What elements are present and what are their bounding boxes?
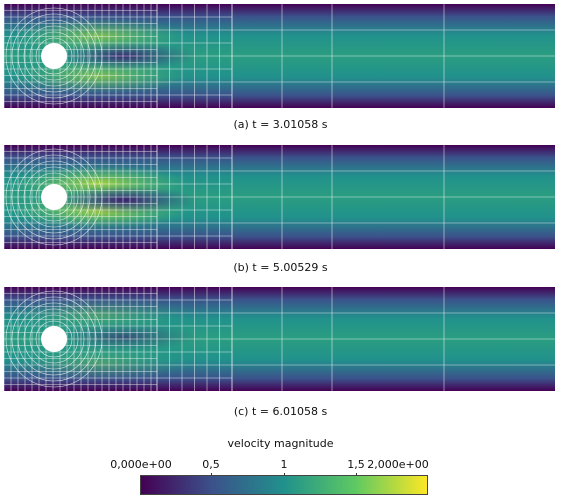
panel-caption-b: (b) t = 5.00529 s (233, 261, 328, 274)
colorbar-title: velocity magnitude (227, 437, 334, 450)
colorbar-tick-label: 2,000e+00 (367, 458, 429, 471)
colorbar-gradient (140, 475, 428, 495)
colorbar-tick-label: 0,000e+00 (110, 458, 172, 471)
velocity-field-plot-c (4, 287, 555, 391)
velocity-field-plot-a (4, 4, 555, 108)
flow-field-panel-b (4, 145, 555, 249)
flow-field-panel-a (4, 4, 555, 108)
colorbar-tick-label: 0,5 (202, 458, 220, 471)
flow-field-panel-c (4, 287, 555, 391)
colorbar-tick-label: 1 (280, 458, 288, 471)
panel-caption-c: (c) t = 6.01058 s (233, 405, 328, 418)
colorbar-tick-label: 1,5 (347, 458, 365, 471)
velocity-field-plot-b (4, 145, 555, 249)
panel-caption-a: (a) t = 3.01058 s (233, 118, 328, 131)
